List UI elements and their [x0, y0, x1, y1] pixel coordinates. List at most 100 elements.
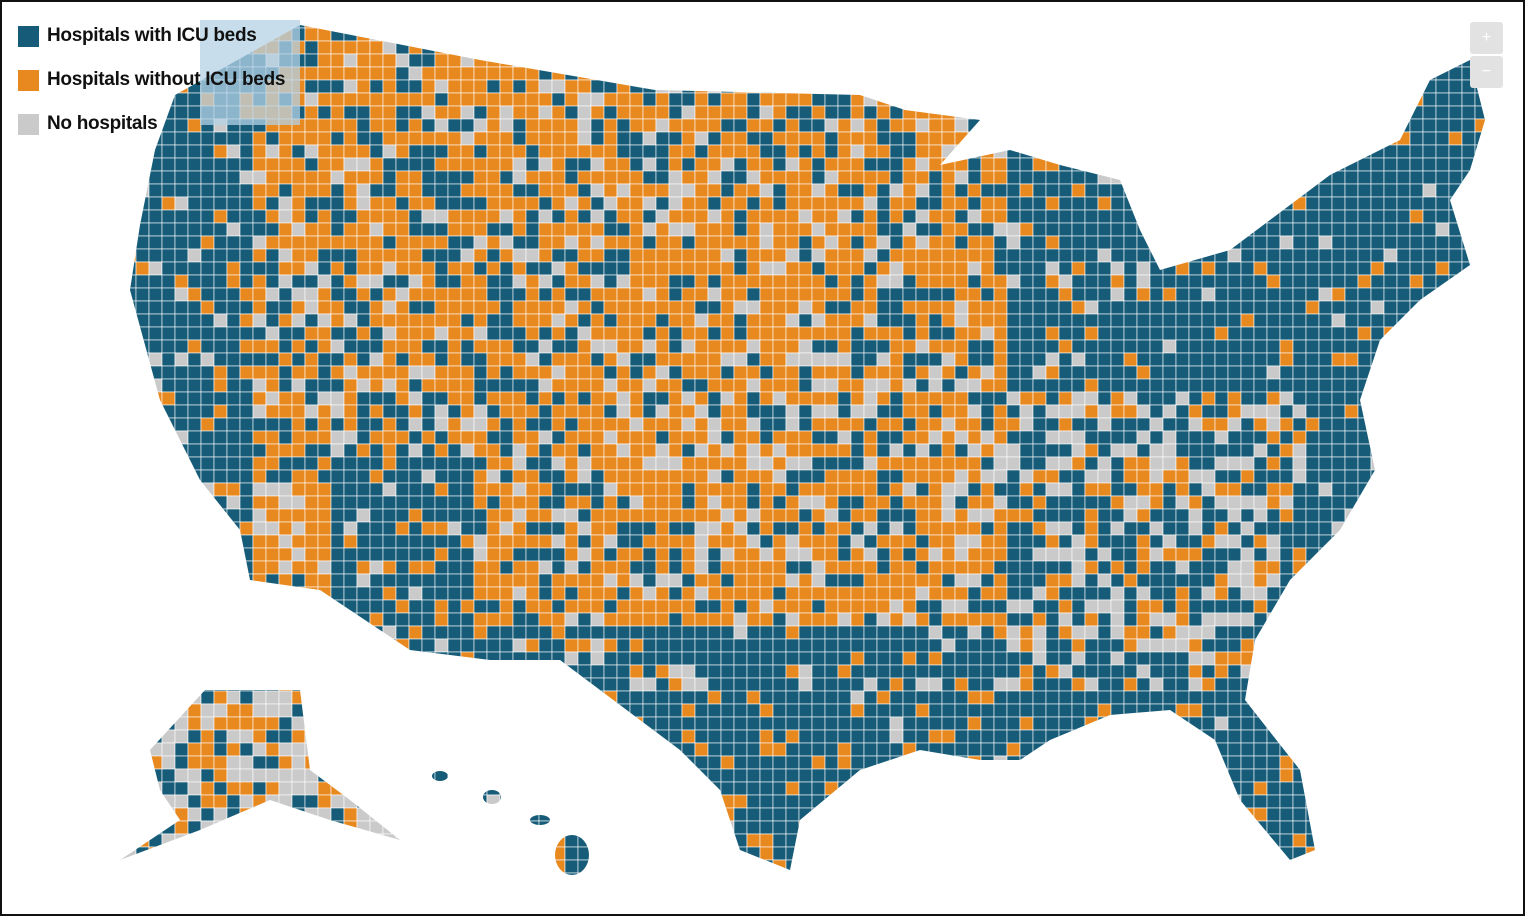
county: [1305, 482, 1320, 497]
county: [252, 573, 267, 588]
county: [824, 508, 839, 523]
county: [785, 170, 800, 185]
county: [668, 495, 683, 510]
county: [837, 521, 852, 536]
county: [590, 612, 605, 627]
county: [369, 287, 384, 302]
county: [460, 300, 475, 315]
county: [460, 131, 475, 146]
county: [1240, 92, 1255, 107]
county: [577, 25, 592, 29]
county: [1292, 482, 1307, 497]
county: [1136, 222, 1151, 237]
county: [1266, 573, 1281, 588]
county: [538, 404, 553, 419]
county: [590, 118, 605, 133]
county: [551, 417, 566, 432]
county: [629, 248, 644, 263]
county: [278, 534, 293, 549]
county: [733, 547, 748, 562]
county: [1305, 391, 1320, 406]
county: [512, 79, 527, 94]
county: [1357, 105, 1372, 120]
county: [434, 92, 449, 107]
county: [499, 508, 514, 523]
county: [785, 300, 800, 315]
county: [434, 521, 449, 536]
county: [1422, 27, 1437, 42]
county: [1331, 599, 1346, 614]
county: [538, 521, 553, 536]
county: [811, 183, 826, 198]
county: [1136, 417, 1151, 432]
county: [1214, 521, 1229, 536]
county: [395, 378, 410, 393]
county: [694, 261, 709, 276]
county: [863, 196, 878, 211]
county: [447, 248, 462, 263]
county: [1032, 261, 1047, 276]
county: [889, 144, 904, 159]
county: [1097, 287, 1112, 302]
county: [681, 40, 696, 55]
county: [291, 131, 306, 146]
county: [486, 404, 501, 419]
county: [694, 25, 709, 29]
county: [915, 378, 930, 393]
county: [1149, 27, 1164, 42]
county: [1305, 287, 1320, 302]
county: [863, 144, 878, 159]
county: [694, 326, 709, 341]
county: [382, 300, 397, 315]
county: [1110, 27, 1125, 42]
county: [1149, 365, 1164, 380]
county: [486, 417, 501, 432]
county: [265, 547, 280, 562]
county: [863, 326, 878, 341]
county: [577, 313, 592, 328]
county: [993, 534, 1008, 549]
county: [889, 534, 904, 549]
county: [525, 209, 540, 224]
county: [343, 599, 358, 614]
county: [954, 352, 969, 367]
county: [759, 248, 774, 263]
county: [1175, 40, 1190, 55]
county: [343, 469, 358, 484]
county: [980, 53, 995, 68]
county: [564, 25, 579, 29]
county: [551, 79, 566, 94]
county: [538, 261, 553, 276]
county: [1084, 183, 1099, 198]
county: [772, 261, 787, 276]
county: [915, 495, 930, 510]
county: [395, 521, 410, 536]
county: [356, 599, 371, 614]
county: [473, 261, 488, 276]
county: [135, 560, 150, 575]
county: [369, 183, 384, 198]
county: [1318, 352, 1333, 367]
county: [694, 40, 709, 55]
county: [746, 417, 761, 432]
county: [1435, 25, 1450, 29]
county: [772, 170, 787, 185]
county: [408, 339, 423, 354]
county: [538, 105, 553, 120]
county: [408, 144, 423, 159]
county: [1240, 430, 1255, 445]
county: [1019, 469, 1034, 484]
county: [486, 391, 501, 406]
county: [798, 183, 813, 198]
county: [200, 508, 215, 523]
county: [876, 417, 891, 432]
county: [928, 352, 943, 367]
county: [1344, 222, 1359, 237]
county: [135, 612, 150, 627]
county: [655, 391, 670, 406]
county: [1409, 66, 1424, 81]
county: [642, 222, 657, 237]
county: [304, 183, 319, 198]
county: [850, 534, 865, 549]
county: [356, 547, 371, 562]
